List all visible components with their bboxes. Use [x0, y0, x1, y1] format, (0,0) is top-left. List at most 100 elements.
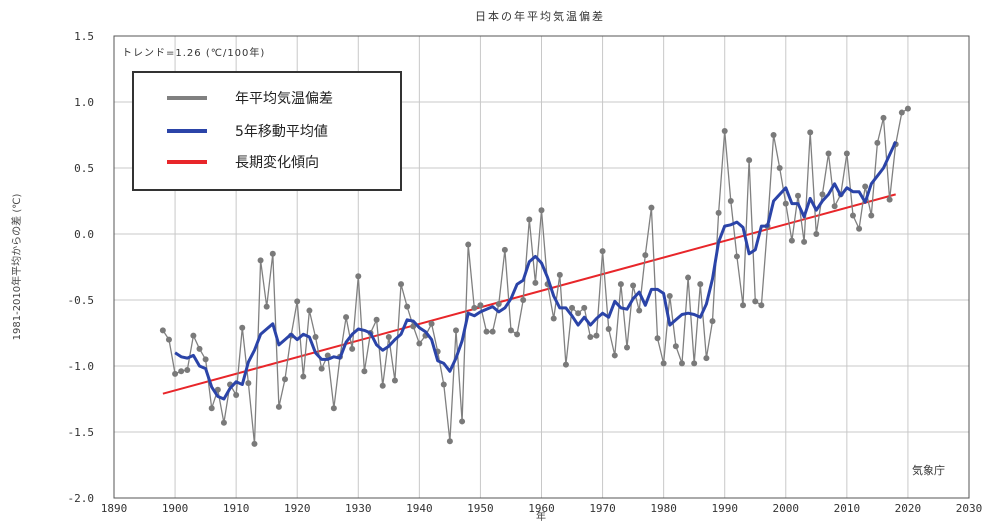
x-tick-label: 1920	[284, 502, 311, 515]
annual-point	[630, 282, 637, 289]
y-tick-label: -1.5	[68, 426, 95, 439]
chart-title: 日本の年平均気温偏差	[475, 9, 605, 23]
annual-point	[562, 361, 569, 368]
annual-point	[685, 274, 692, 281]
annual-point	[678, 360, 685, 367]
annual-point	[251, 440, 258, 447]
plot-frame	[113, 35, 970, 499]
annual-point	[202, 356, 209, 363]
y-tick-label: 0.0	[74, 228, 94, 241]
annual-point	[410, 323, 417, 330]
annual-point	[862, 183, 869, 190]
annual-point	[385, 333, 392, 340]
annual-point	[672, 343, 679, 350]
x-tick-label: 1970	[589, 502, 616, 515]
annual-point	[849, 212, 856, 219]
annual-point	[752, 298, 759, 305]
x-tick-label: 1960	[528, 502, 555, 515]
annual-point	[269, 250, 276, 257]
annual-point	[599, 248, 606, 255]
annual-point	[172, 370, 179, 377]
annual-point	[807, 129, 814, 136]
y-tick-label: -0.5	[68, 294, 95, 307]
x-tick-label: 1910	[223, 502, 250, 515]
annual-point	[190, 332, 197, 339]
annual-point	[330, 405, 337, 412]
annual-point	[440, 381, 447, 388]
annual-point	[880, 114, 887, 121]
trend-line	[162, 193, 896, 395]
annual-point	[495, 300, 502, 307]
annual-point	[740, 302, 747, 309]
annual-point	[275, 403, 282, 410]
annual-point	[575, 310, 582, 317]
annual-point	[856, 225, 863, 232]
annual-point	[636, 307, 643, 314]
annual-point	[477, 302, 484, 309]
y-tick-label: 0.5	[74, 162, 94, 175]
annual-point	[532, 279, 539, 286]
x-tick-label: 1950	[467, 502, 494, 515]
annual-point	[556, 271, 563, 278]
annual-point	[507, 327, 514, 334]
annual-point	[776, 165, 783, 171]
annual-point	[715, 209, 722, 216]
annual-point	[282, 376, 288, 383]
annual-point	[416, 340, 423, 347]
annual-point	[233, 392, 240, 399]
annual-point	[611, 352, 618, 359]
legend-label-trend: 長期変化傾向	[235, 154, 319, 171]
annual-point	[208, 405, 215, 412]
annual-point	[220, 419, 227, 426]
annual-point	[758, 302, 765, 309]
annual-point	[446, 438, 453, 445]
annual-point	[825, 150, 832, 157]
annual-point	[300, 373, 307, 380]
annual-point	[581, 304, 588, 311]
y-tick-labels: 1.5 1.0 0.5 0.0 -0.5 -1.0 -1.5 -2.0	[68, 30, 95, 505]
annual-point	[727, 198, 734, 204]
annual-point	[654, 335, 661, 342]
annual-point	[245, 380, 252, 387]
annual-point	[831, 203, 838, 210]
annual-point	[660, 360, 667, 367]
annual-point	[373, 316, 380, 323]
annual-point	[770, 132, 777, 138]
annual-point	[593, 332, 600, 339]
y-axis-label: 1981-2010年平均からの差 (℃)	[10, 194, 23, 341]
x-tick-label: 1980	[650, 502, 677, 515]
y-tick-label: 1.0	[74, 96, 94, 109]
annual-point	[349, 345, 356, 352]
annual-point	[324, 352, 331, 359]
annual-point	[709, 318, 716, 325]
annual-point	[159, 327, 166, 334]
x-tick-label: 1890	[101, 502, 128, 515]
annual-point	[886, 196, 893, 203]
annual-point	[294, 298, 301, 305]
annual-point	[868, 212, 875, 219]
moving-average-line	[174, 140, 898, 401]
annual-point	[239, 324, 246, 331]
y-tick-label: 1.5	[74, 30, 94, 43]
x-tick-label: 1930	[345, 502, 372, 515]
x-tick-label: 1940	[406, 502, 433, 515]
annual-point	[398, 281, 405, 288]
annual-point	[306, 307, 313, 314]
annual-point	[428, 320, 435, 327]
annual-point	[801, 238, 808, 245]
annual-point	[642, 252, 649, 259]
annual-point	[666, 293, 673, 300]
annual-point	[538, 207, 545, 214]
annual-point	[355, 273, 362, 280]
x-tick-label: 2030	[956, 502, 983, 515]
annual-point	[520, 297, 527, 303]
trend-annotation: トレンド=1.26 (℃/100年)	[122, 46, 265, 59]
annual-point	[453, 327, 459, 334]
annual-point	[514, 331, 521, 338]
annual-point	[874, 139, 881, 146]
annual-point	[489, 328, 496, 335]
annual-point	[703, 355, 710, 362]
annual-point	[471, 304, 478, 311]
x-tick-label: 1990	[711, 502, 738, 515]
